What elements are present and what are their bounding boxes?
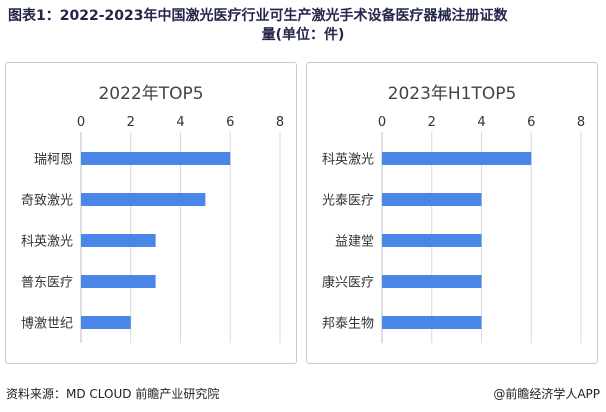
x-tick-label: 8: [276, 115, 284, 130]
category-label: 奇致激光: [21, 193, 73, 209]
category-label: 光泰医疗: [322, 194, 374, 209]
bar: [382, 152, 532, 165]
bar: [81, 193, 206, 206]
bar: [81, 316, 131, 329]
x-tick-label: 8: [577, 115, 585, 130]
title-line-1: 图表1：2022-2023年中国激光医疗行业可生产激光手术设备医疗器械注册证数: [8, 8, 508, 24]
bar: [81, 275, 156, 288]
title-line-2: 量(单位：件): [261, 27, 345, 43]
bar: [382, 193, 482, 206]
category-label: 邦泰生物: [322, 317, 374, 332]
x-tick-label: 2: [428, 115, 436, 130]
source-note: 资料来源：MD CLOUD 前瞻产业研究院: [6, 387, 220, 401]
chart-title: 图表1：2022-2023年中国激光医疗行业可生产激光手术设备医疗器械注册证数 …: [8, 7, 598, 45]
category-label: 普东医疗: [21, 276, 73, 291]
bar: [382, 234, 482, 247]
chart-panel-2023h1: 2023年H1TOP5 0 2 4 6 8 科英激光光泰医疗益建堂康兴医疗邦泰生物: [306, 62, 598, 364]
bar: [382, 316, 482, 329]
x-tick-label: 0: [77, 115, 85, 130]
x-tick-label: 6: [226, 115, 234, 130]
credit-note: @前瞻经济学人APP: [493, 387, 600, 401]
x-tick-label: 2: [127, 115, 135, 130]
category-label: 康兴医疗: [322, 275, 374, 291]
x-tick-label: 4: [477, 115, 485, 130]
x-tick-label: 4: [176, 115, 184, 130]
x-tick-label: 6: [527, 115, 535, 130]
chart-panel-2022: 2022年TOP5 0 2 4 6 8 瑞柯恩奇致激光科英激光普东医疗博激世纪: [5, 62, 297, 364]
panel-title: 2023年H1TOP5: [387, 84, 517, 104]
bar: [382, 275, 482, 288]
x-tick-label: 0: [378, 115, 386, 130]
category-label: 益建堂: [335, 235, 374, 250]
category-label: 科英激光: [322, 153, 374, 168]
category-label: 博激世纪: [21, 317, 73, 332]
category-label: 科英激光: [21, 235, 73, 250]
bar: [81, 234, 156, 247]
panel-title: 2022年TOP5: [98, 84, 204, 104]
bar: [81, 152, 231, 165]
category-label: 瑞柯恩: [34, 153, 73, 168]
